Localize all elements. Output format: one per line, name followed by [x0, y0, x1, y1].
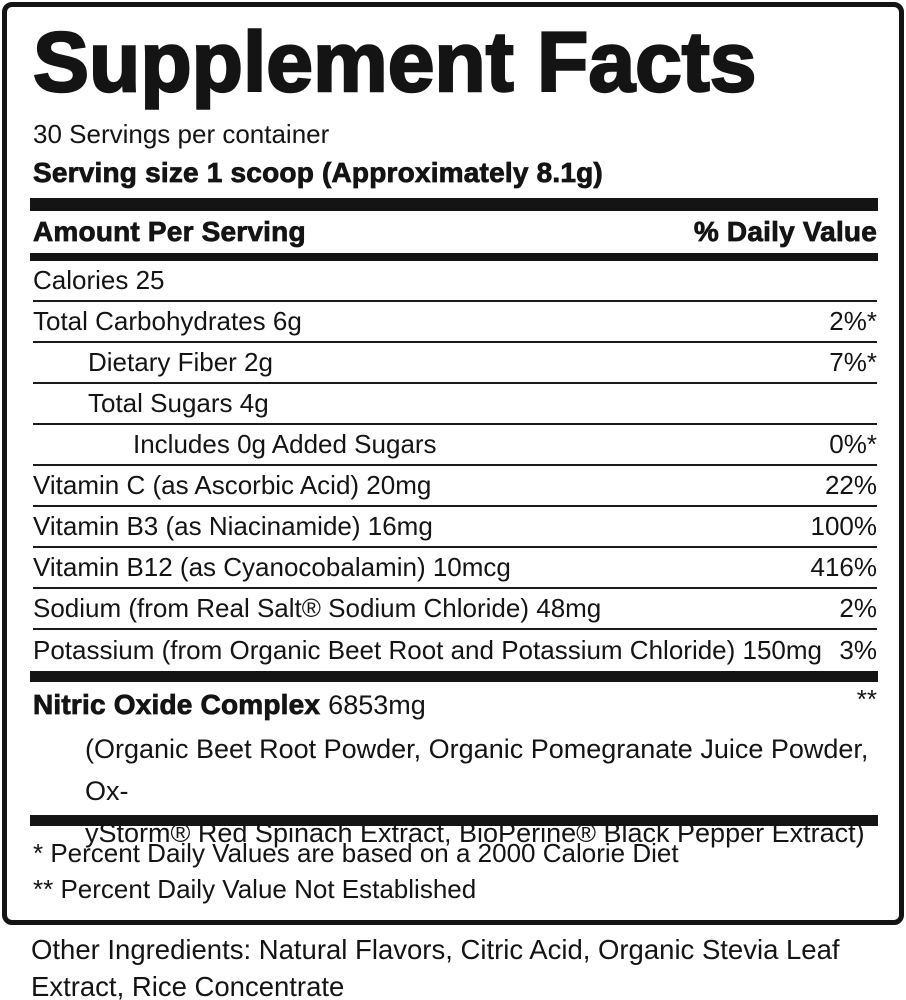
thick-divider-footnotes: [30, 815, 878, 827]
complex-ingredients: (Organic Beet Root Powder, Organic Pomeg…: [33, 728, 877, 848]
nitric-oxide-complex-row: Nitric Oxide Complex 6853mg **: [33, 682, 877, 728]
daily-value: 7%*: [829, 347, 877, 378]
nutrient-row-total-sugars: Total Sugars 4g: [33, 384, 877, 426]
nutrient-row-sodium: Sodium (from Real Salt® Sodium Chloride)…: [33, 589, 877, 631]
nutrient-name: Potassium (from Organic Beet Root and Po…: [33, 635, 823, 666]
complex-ingredients-line1: (Organic Beet Root Powder, Organic Pomeg…: [85, 734, 869, 807]
other-ingredients: Other Ingredients: Natural Flavors, Citr…: [31, 931, 886, 1000]
daily-value: 100%: [810, 511, 878, 542]
nutrient-name: Vitamin C (as Ascorbic Acid) 20mg: [33, 470, 432, 501]
nutrient-row-added-sugars: Includes 0g Added Sugars 0%*: [33, 425, 877, 467]
other-ingredients-line2: Extract, Rice Concentrate: [31, 971, 345, 1000]
daily-value: 2%*: [829, 306, 877, 337]
label-border-box: Supplement Facts 30 Servings per contain…: [2, 2, 904, 925]
nutrient-row-vitamin-c: Vitamin C (as Ascorbic Acid) 20mg 22%: [33, 466, 877, 508]
serving-size: Serving size 1 scoop (Approximately 8.1g…: [33, 157, 604, 189]
footnote-daily-values: * Percent Daily Values are based on a 20…: [33, 838, 679, 869]
complex-name: Nitric Oxide Complex 6853mg: [33, 689, 426, 721]
amount-per-serving-header: Amount Per Serving: [33, 216, 306, 248]
nutrient-row-total-carbohydrates: Total Carbohydrates 6g 2%*: [33, 302, 877, 344]
nutrient-name: Vitamin B3 (as Niacinamide) 16mg: [33, 511, 433, 542]
page-title: Supplement Facts: [32, 15, 758, 109]
nutrient-name: Total Carbohydrates 6g: [33, 306, 302, 337]
nutrient-name: Includes 0g Added Sugars: [133, 429, 437, 460]
complex-ingredients-line2: yStorm® Red Spinach Extract, BioPerine® …: [85, 818, 865, 849]
nutrient-row-calories: Calories 25: [33, 261, 877, 303]
daily-value-header: % Daily Value: [693, 216, 877, 248]
nutrient-row-potassium: Potassium (from Organic Beet Root and Po…: [33, 630, 877, 671]
complex-amount: 6853mg: [328, 690, 426, 721]
daily-value: 22%: [824, 470, 877, 501]
column-header-row: Amount Per Serving % Daily Value: [33, 211, 878, 253]
nutrient-name: Dietary Fiber 2g: [88, 347, 273, 378]
complex-daily-value: **: [856, 684, 877, 715]
nutrient-name: Calories 25: [33, 265, 165, 296]
thick-divider-top: [30, 198, 878, 212]
complex-name-text: Nitric Oxide Complex: [33, 689, 321, 721]
thick-divider-complex: [30, 671, 878, 683]
footnote-not-established: ** Percent Daily Value Not Established: [33, 874, 477, 905]
nutrient-row-vitamin-b3: Vitamin B3 (as Niacinamide) 16mg 100%: [33, 507, 878, 549]
nutrient-name: Vitamin B12 (as Cyanocobalamin) 10mcg: [33, 552, 511, 583]
daily-value: 0%*: [829, 429, 877, 460]
nutrient-row-dietary-fiber: Dietary Fiber 2g 7%*: [33, 343, 877, 385]
daily-value: 416%: [810, 552, 878, 583]
nutrient-row-vitamin-b12: Vitamin B12 (as Cyanocobalamin) 10mcg 41…: [33, 548, 878, 590]
servings-per-container: 30 Servings per container: [33, 119, 330, 150]
nutrient-name: Total Sugars 4g: [88, 388, 269, 419]
footnotes: * Percent Daily Values are based on a 20…: [33, 835, 877, 907]
other-ingredients-line1: Other Ingredients: Natural Flavors, Citr…: [31, 934, 840, 965]
thick-divider-header: [30, 253, 878, 262]
daily-value: 2%: [839, 593, 877, 624]
nutrient-name: Sodium (from Real Salt® Sodium Chloride)…: [33, 593, 602, 624]
daily-value: 3%: [839, 635, 877, 666]
